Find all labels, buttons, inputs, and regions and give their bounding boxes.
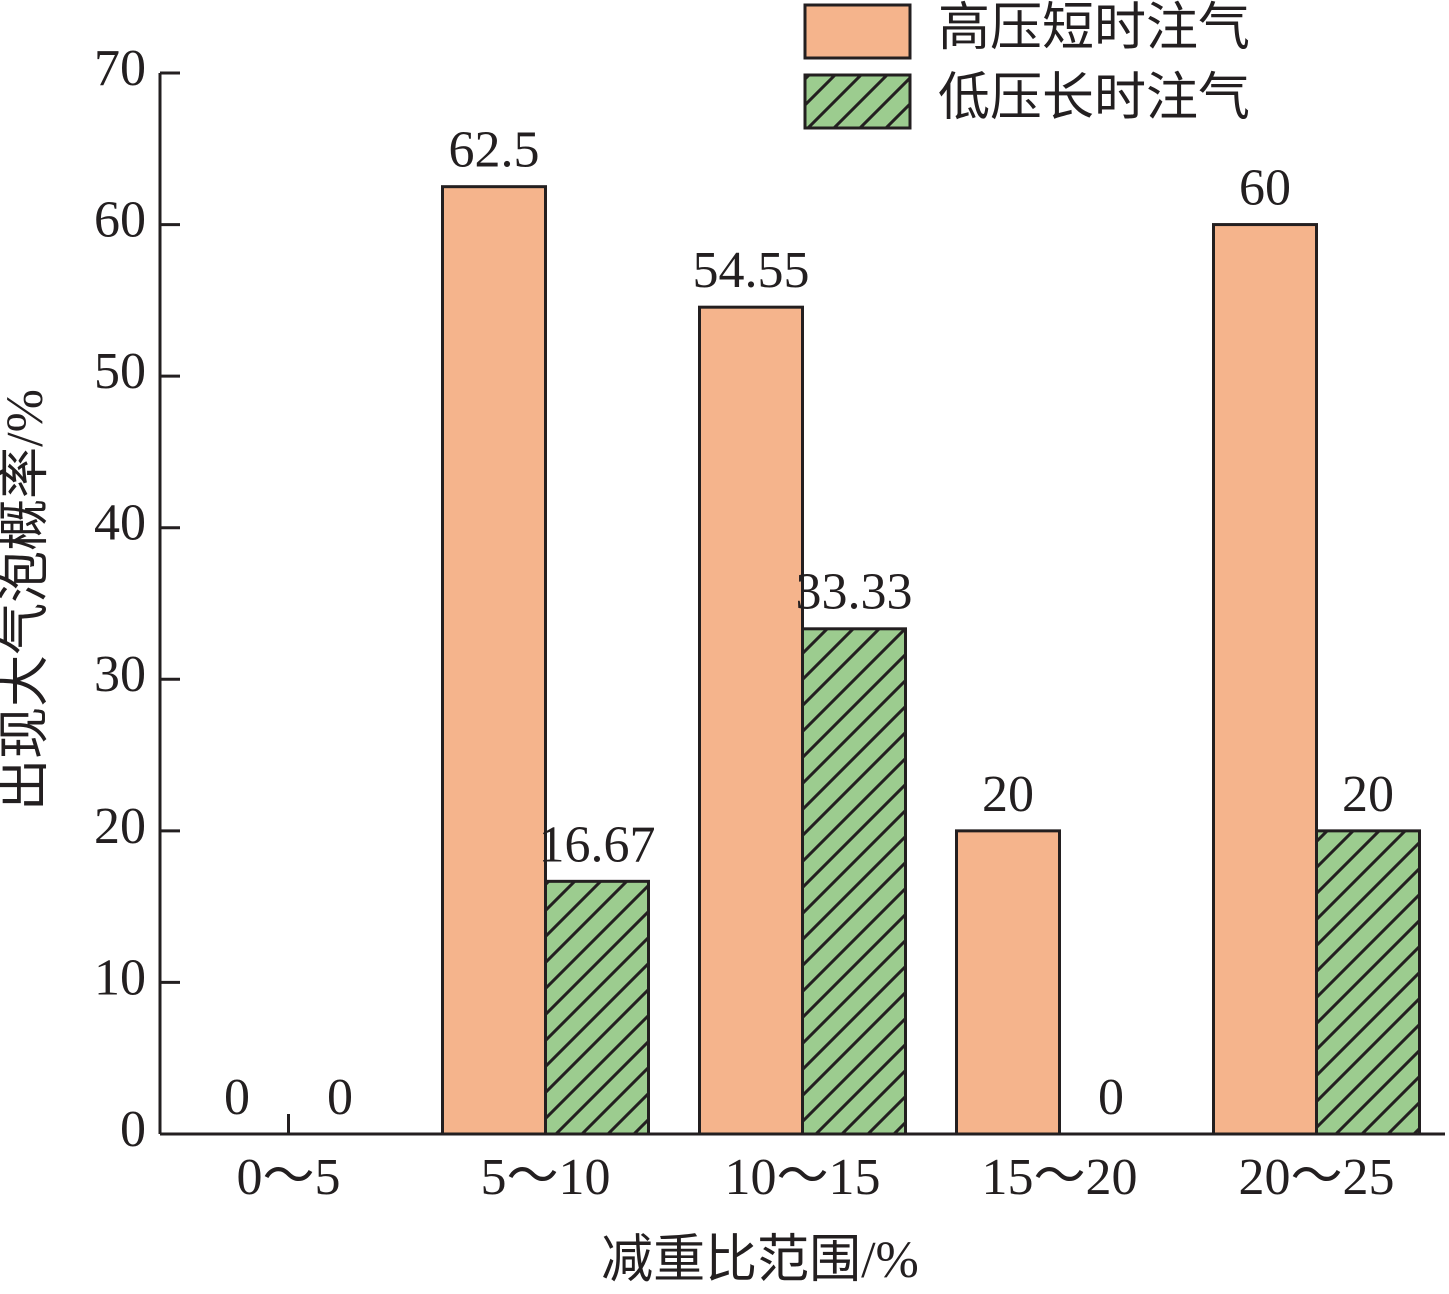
bar: [955, 829, 1061, 1136]
bar: [801, 627, 907, 1136]
y-tick-label: 30: [94, 646, 146, 703]
data-label: 33.33: [796, 564, 913, 621]
y-tick-label: 10: [94, 949, 146, 1006]
bar: [544, 879, 650, 1136]
x-tick-label: 15～20: [981, 1149, 1137, 1206]
legend-swatch: [803, 3, 912, 60]
legend-swatch: [803, 73, 912, 130]
x-tick-label: 10～15: [724, 1149, 880, 1206]
bar: [1212, 223, 1318, 1136]
data-label: 20: [1342, 766, 1394, 823]
y-tick-label: 60: [94, 192, 146, 249]
legend-label: 高压短时注气: [938, 0, 1250, 57]
bar: [698, 305, 804, 1136]
data-label: 0: [224, 1069, 250, 1126]
x-tick-label: 0～5: [236, 1149, 340, 1206]
y-tick-label: 50: [94, 343, 146, 400]
bar: [441, 185, 547, 1136]
bar: [1315, 829, 1421, 1136]
data-label: 16.67: [539, 816, 656, 873]
x-tick-label: 5～10: [480, 1149, 610, 1206]
data-label: 0: [1098, 1069, 1124, 1126]
y-tick-label: 40: [94, 495, 146, 552]
x-axis-label: 减重比范围/%: [601, 1232, 919, 1289]
data-label: 54.55: [693, 242, 810, 299]
y-axis-label: 出现大气泡概率/%: [0, 389, 54, 811]
data-label: 0: [327, 1069, 353, 1126]
y-tick-label: 20: [94, 798, 146, 855]
data-label: 62.5: [449, 122, 540, 179]
data-label: 20: [982, 766, 1034, 823]
x-tick-label: 20～25: [1238, 1149, 1394, 1206]
y-tick-label: 70: [94, 40, 146, 97]
legend-label: 低压长时注气: [938, 70, 1250, 127]
data-label: 60: [1239, 160, 1291, 217]
y-tick-label: 0: [120, 1101, 146, 1158]
